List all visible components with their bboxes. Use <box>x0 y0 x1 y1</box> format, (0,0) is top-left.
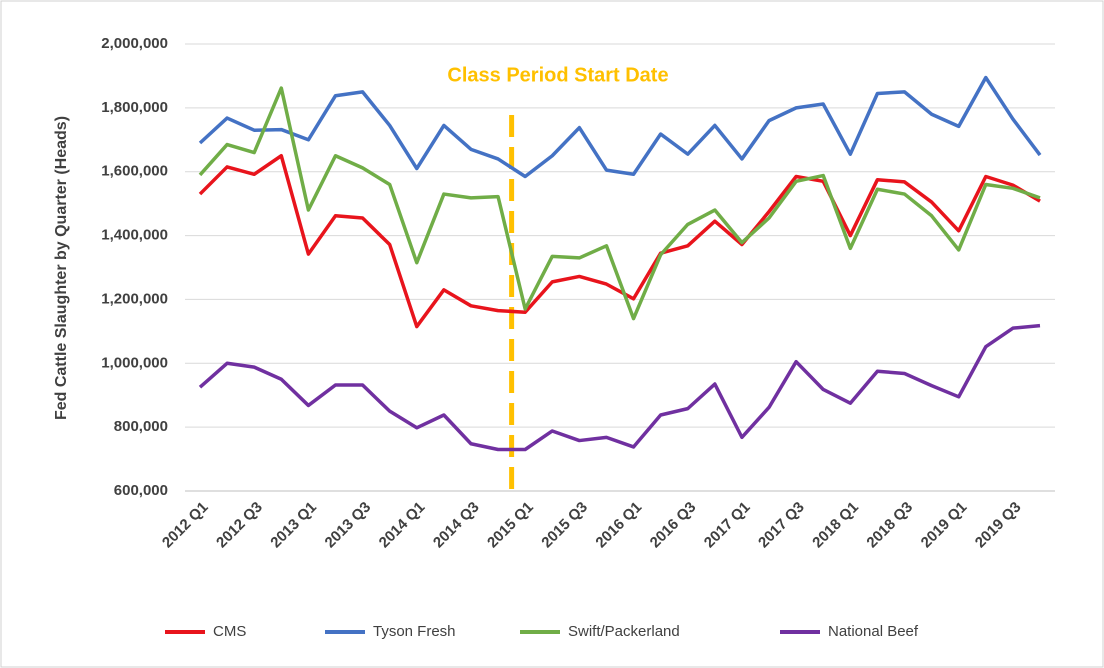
y-tick-label: 800,000 <box>114 418 168 435</box>
legend-label: National Beef <box>828 623 919 640</box>
legend-label: CMS <box>213 623 246 640</box>
y-tick-label: 1,200,000 <box>101 290 168 307</box>
y-tick-label: 1,600,000 <box>101 163 168 180</box>
y-tick-label: 1,400,000 <box>101 227 168 244</box>
y-axis-label: Fed Cattle Slaughter by Quarter (Heads) <box>53 116 70 420</box>
y-tick-label: 2,000,000 <box>101 35 168 52</box>
legend-label: Swift/Packerland <box>568 623 680 640</box>
series-line <box>198 323 1041 452</box>
y-tick-label: 1,800,000 <box>101 99 168 116</box>
y-tick-label: 1,000,000 <box>101 354 168 371</box>
series-line <box>198 154 1041 329</box>
series-line <box>198 75 1042 179</box>
annotation: Class Period Start Date <box>447 64 668 86</box>
series-line <box>198 86 1041 321</box>
legend-label: Tyson Fresh <box>373 623 456 640</box>
y-tick-label: 600,000 <box>114 482 168 499</box>
